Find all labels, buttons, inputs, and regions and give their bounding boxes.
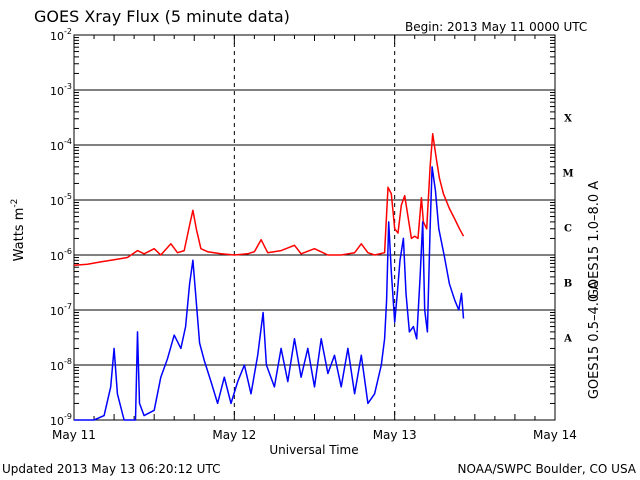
x-axis-label: Universal Time — [269, 443, 358, 457]
y-tick-label: 10-2 — [50, 27, 72, 43]
y-axis-label-base: Watts m — [12, 208, 27, 262]
y-tick-label: 10-9 — [50, 412, 72, 428]
y-tick-label-exp: -9 — [64, 412, 72, 421]
y-tick-label: 10-3 — [50, 82, 72, 98]
y-axis-label: Watts m-2 — [10, 199, 27, 262]
svg-text:Watts m-2: Watts m-2 — [10, 199, 27, 262]
y-tick-label-exp: -2 — [64, 27, 72, 36]
y-tick-label-exp: -4 — [64, 137, 72, 146]
series-layer — [73, 133, 465, 421]
y-tick-label: 10-4 — [50, 137, 72, 153]
y-tick-label-base: 10 — [50, 85, 64, 98]
x-tick-label: May 14 — [533, 428, 577, 442]
series-label-short: GOES15 0.5–4.0 A — [587, 281, 602, 399]
y-tick-label-exp: -7 — [64, 302, 72, 311]
y-tick-label-base: 10 — [50, 360, 64, 373]
y-tick-label-exp: -3 — [64, 82, 72, 91]
x-tick-labels: May 11 May 12 May 13 May 14 — [52, 428, 577, 442]
y-tick-label-exp: -8 — [64, 357, 72, 366]
y-tick-label-base: 10 — [50, 250, 64, 263]
y-axis-label-exp: -2 — [10, 199, 20, 208]
x-tick-label: May 11 — [52, 428, 96, 442]
flare-class-label: M — [562, 169, 573, 180]
grid-lines — [74, 89, 555, 366]
series-name-short: GOES15 0.5–4.0 A — [587, 281, 602, 399]
y-tick-label: 10-5 — [50, 192, 72, 208]
y-tick-label-exp: -5 — [64, 192, 72, 201]
series-line-long — [73, 133, 465, 267]
y-tick-label: 10-6 — [50, 247, 72, 263]
flare-class-label: A — [563, 334, 572, 345]
chart-title: GOES Xray Flux (5 minute data) — [34, 7, 290, 26]
x-tick-label: May 13 — [373, 428, 417, 442]
series-line-short — [74, 166, 465, 421]
flare-class-label: B — [564, 279, 572, 290]
plot-frame — [73, 34, 556, 421]
y-tick-labels: 10-910-810-710-610-510-410-310-2 — [50, 27, 72, 428]
series-label-long: GOES15 1.0–8.0 A — [587, 181, 602, 299]
y-tick-label-base: 10 — [50, 30, 64, 43]
flare-class-labels: X M C B A — [562, 114, 573, 345]
begin-label: Begin: 2013 May 11 0000 UTC — [405, 20, 587, 34]
y-tick-label: 10-7 — [50, 302, 72, 318]
day-boundary-lines — [233, 35, 396, 420]
credit-footer: NOAA/SWPC Boulder, CO USA — [458, 462, 637, 476]
flare-class-label: X — [564, 114, 572, 125]
y-tick-label-base: 10 — [50, 415, 64, 428]
x-tick-label: May 12 — [212, 428, 256, 442]
y-tick-label-base: 10 — [50, 140, 64, 153]
y-tick-label-base: 10 — [50, 195, 64, 208]
y-tick-label-exp: -6 — [64, 247, 72, 256]
y-tick-label-base: 10 — [50, 305, 64, 318]
axis-ticks — [73, 34, 556, 421]
y-tick-label: 10-8 — [50, 357, 72, 373]
series-name-long: GOES15 1.0–8.0 A — [587, 181, 602, 299]
updated-footer: Updated 2013 May 13 06:20:12 UTC — [2, 462, 220, 476]
flare-class-label: C — [564, 224, 572, 235]
